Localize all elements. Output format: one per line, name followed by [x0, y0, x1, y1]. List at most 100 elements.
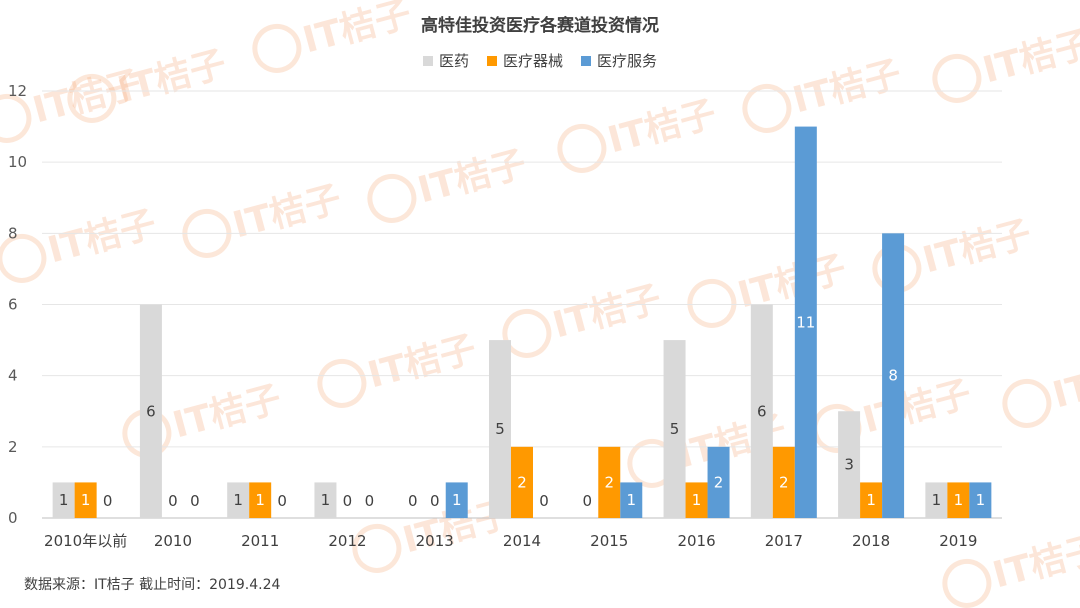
legend-item: 医疗服务: [581, 52, 657, 70]
svg-text:IT桔子: IT桔子: [859, 373, 976, 441]
data-label: 2: [779, 473, 789, 491]
bar: [772, 446, 795, 518]
svg-text:IT桔子: IT桔子: [364, 328, 481, 396]
svg-text:IT桔子: IT桔子: [1049, 348, 1080, 416]
bar: [794, 126, 817, 518]
data-label: 1: [255, 491, 265, 509]
svg-text:IT桔子: IT桔子: [229, 178, 346, 246]
data-label: 1: [59, 491, 69, 509]
watermark: IT桔子: [252, 0, 416, 73]
data-label: 5: [670, 420, 680, 438]
data-label: 1: [932, 491, 942, 509]
x-tick-label: 2017: [765, 532, 803, 550]
data-label: 1: [321, 491, 331, 509]
data-label: 1: [233, 491, 243, 509]
data-label: 1: [976, 491, 986, 509]
data-label: 2: [517, 473, 527, 491]
bar: [139, 304, 162, 518]
data-label: 6: [757, 402, 767, 420]
svg-text:IT桔子: IT桔子: [549, 278, 666, 346]
x-axis: 2010年以前 2010 2011 2012 2013 2014 2015 2016 2017 2…: [44, 532, 977, 550]
bar: [750, 304, 773, 518]
data-label: 0: [277, 492, 287, 510]
watermark: IT桔子: [182, 178, 346, 258]
bar: [620, 482, 643, 518]
data-label: 5: [495, 420, 505, 438]
legend-label: 医疗器械: [503, 52, 563, 70]
x-tick-label: 2013: [416, 532, 454, 550]
data-label: 8: [888, 367, 898, 385]
x-tick-label: 2016: [677, 532, 715, 550]
bar: [489, 340, 511, 518]
data-label: 1: [954, 491, 964, 509]
bar: [663, 340, 686, 518]
y-tick-label: 6: [8, 296, 18, 314]
data-label: 0: [190, 492, 200, 510]
watermark: IT桔子: [367, 143, 531, 223]
bar: [925, 482, 948, 518]
bar: [969, 482, 992, 518]
svg-text:IT桔子: IT桔子: [299, 0, 416, 61]
legend-swatch: [423, 56, 433, 66]
data-label: 0: [430, 492, 440, 510]
y-axis: 0 2 4 6 8 10 12: [8, 82, 27, 527]
svg-text:IT桔子: IT桔子: [989, 528, 1080, 596]
bar: [860, 482, 883, 518]
bar: [314, 482, 337, 518]
data-label: 1: [81, 491, 91, 509]
svg-text:IT桔子: IT桔子: [919, 213, 1036, 281]
bar: [227, 482, 250, 518]
watermark: IT桔子: [502, 278, 666, 358]
data-label: 11: [796, 313, 815, 331]
x-tick-label: 2010年以前: [44, 532, 127, 550]
watermark: IT桔子: [742, 53, 906, 133]
x-tick-label: 2019: [939, 532, 977, 550]
bar: [838, 411, 861, 518]
data-label: 1: [692, 491, 702, 509]
bar: [598, 446, 621, 518]
data-label: 1: [866, 491, 876, 509]
watermark: IT桔子: [1002, 348, 1080, 428]
watermark: IT桔子: [0, 203, 161, 283]
chart-title: 高特佳投资医疗各赛道投资情况: [421, 15, 659, 36]
data-label: 0: [343, 492, 353, 510]
x-tick-label: 2015: [590, 532, 628, 550]
svg-text:IT桔子: IT桔子: [414, 143, 531, 211]
legend-swatch: [581, 56, 591, 66]
bar: [882, 233, 905, 519]
bar: [685, 482, 708, 518]
legend-label: 医疗服务: [597, 52, 657, 70]
data-label: 1: [626, 491, 636, 509]
watermark: IT桔子: [557, 93, 721, 173]
legend-label: 医药: [439, 52, 469, 70]
watermark: IT桔子: [0, 63, 146, 143]
legend-item: 医疗器械: [487, 52, 563, 70]
bar: [707, 446, 730, 518]
svg-text:IT桔子: IT桔子: [44, 203, 161, 271]
svg-text:IT桔子: IT桔子: [169, 378, 286, 446]
data-label: 0: [582, 492, 592, 510]
data-label: 0: [539, 492, 549, 510]
y-tick-label: 4: [8, 367, 18, 385]
legend-item: 医药: [423, 52, 469, 70]
y-tick-label: 8: [8, 224, 18, 242]
bar: [947, 482, 970, 518]
x-tick-label: 2012: [328, 532, 366, 550]
bar: [445, 482, 468, 518]
svg-text:IT桔子: IT桔子: [604, 93, 721, 161]
y-tick-label: 10: [8, 153, 27, 171]
source-note: 数据来源：IT桔子 截止时间：2019.4.24: [24, 577, 281, 593]
legend: 医药 医疗器械 医疗服务: [423, 52, 657, 70]
data-label: 0: [168, 492, 178, 510]
bar: [52, 482, 75, 518]
data-label: 2: [714, 473, 724, 491]
data-label: 3: [844, 456, 854, 474]
data-label: 0: [408, 492, 418, 510]
watermark: IT桔子: [317, 328, 481, 408]
bar: [74, 482, 97, 518]
watermark: IT桔子: [932, 23, 1080, 103]
bars: [52, 126, 992, 519]
